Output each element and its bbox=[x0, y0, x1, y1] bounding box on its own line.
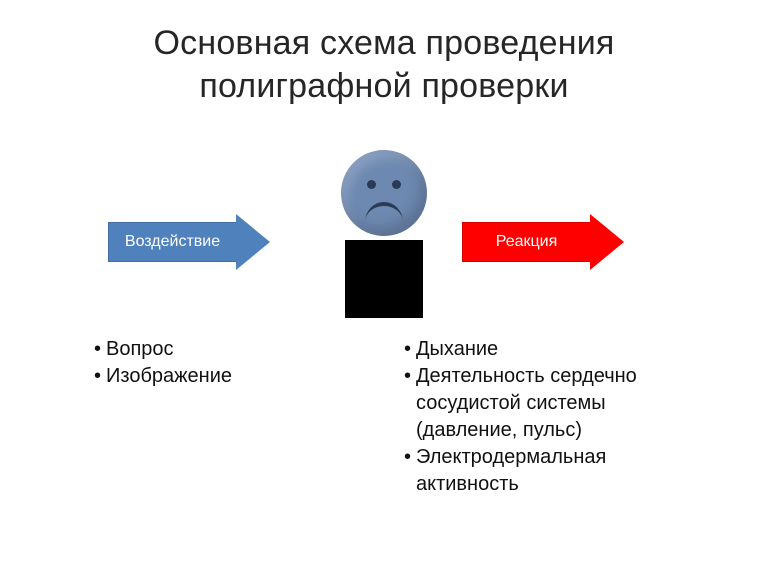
list-item-continuation: активность bbox=[416, 471, 698, 498]
sad-face-icon bbox=[341, 150, 427, 236]
list-item-continuation: (давление, пульс) bbox=[416, 417, 698, 444]
eye-left-icon bbox=[367, 180, 376, 189]
reaction-arrow: Реакция bbox=[462, 218, 624, 266]
lists-row: Вопрос Изображение Дыхание Деятельность се… bbox=[0, 336, 768, 498]
reaction-list: Дыхание Деятельность сердечно сосудистой с… bbox=[404, 336, 698, 498]
title-line-2: полиграфной проверки bbox=[199, 67, 568, 105]
stimulus-list: Вопрос Изображение bbox=[94, 336, 404, 498]
list-item-text: Дыхание bbox=[416, 338, 498, 360]
arrow-head-icon bbox=[236, 214, 270, 270]
reaction-arrow-label: Реакция bbox=[496, 233, 558, 251]
arrow-shaft: Реакция bbox=[462, 222, 590, 262]
eye-right-icon bbox=[392, 180, 401, 189]
list-item: Изображение bbox=[94, 363, 404, 390]
list-item: Вопрос bbox=[94, 336, 404, 363]
list-item: Дыхание bbox=[404, 336, 698, 363]
arrow-head-icon bbox=[590, 214, 624, 270]
list-item-text: Деятельность сердечно bbox=[416, 365, 637, 387]
list-item-continuation: сосудистой системы bbox=[416, 390, 698, 417]
arrow-shaft: Воздействие bbox=[108, 222, 236, 262]
person-figure bbox=[324, 150, 444, 318]
list-item-text: Электродермальная bbox=[416, 446, 606, 468]
title-line-1: Основная схема проведения bbox=[154, 24, 615, 62]
list-item-text: Вопрос bbox=[106, 338, 174, 360]
person-torso-icon bbox=[345, 240, 423, 318]
frown-mouth-icon bbox=[365, 202, 403, 222]
list-item-text: Изображение bbox=[106, 365, 232, 387]
list-item: Электродермальная активность bbox=[404, 444, 698, 498]
diagram-stage: Воздействие Реакция bbox=[0, 150, 768, 330]
page-title: Основная схема проведения полиграфной пр… bbox=[0, 0, 768, 107]
stimulus-arrow: Воздействие bbox=[108, 218, 270, 266]
list-item: Деятельность сердечно сосудистой системы(… bbox=[404, 363, 698, 444]
stimulus-arrow-label: Воздействие bbox=[125, 233, 220, 251]
